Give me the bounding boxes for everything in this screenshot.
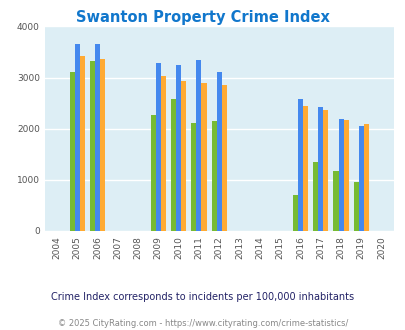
- Bar: [196, 60, 201, 231]
- Bar: [312, 162, 318, 231]
- Bar: [150, 115, 156, 231]
- Bar: [95, 44, 100, 231]
- Bar: [171, 99, 176, 231]
- Bar: [176, 65, 181, 231]
- Bar: [201, 83, 206, 231]
- Bar: [302, 106, 307, 231]
- Text: Swanton Property Crime Index: Swanton Property Crime Index: [76, 10, 329, 25]
- Text: © 2025 CityRating.com - https://www.cityrating.com/crime-statistics/: © 2025 CityRating.com - https://www.city…: [58, 319, 347, 328]
- Bar: [318, 107, 322, 231]
- Bar: [358, 126, 363, 231]
- Bar: [333, 171, 338, 231]
- Bar: [216, 72, 221, 231]
- Bar: [75, 44, 79, 231]
- Bar: [221, 85, 226, 231]
- Bar: [160, 76, 166, 231]
- Bar: [353, 182, 358, 231]
- Bar: [322, 110, 328, 231]
- Bar: [292, 195, 297, 231]
- Bar: [297, 99, 302, 231]
- Bar: [181, 81, 186, 231]
- Text: Crime Index corresponds to incidents per 100,000 inhabitants: Crime Index corresponds to incidents per…: [51, 292, 354, 302]
- Bar: [191, 122, 196, 231]
- Bar: [100, 59, 105, 231]
- Bar: [211, 120, 216, 231]
- Bar: [90, 61, 95, 231]
- Bar: [363, 124, 368, 231]
- Bar: [156, 63, 160, 231]
- Bar: [343, 120, 348, 231]
- Bar: [79, 56, 85, 231]
- Bar: [69, 73, 75, 231]
- Bar: [338, 119, 343, 231]
